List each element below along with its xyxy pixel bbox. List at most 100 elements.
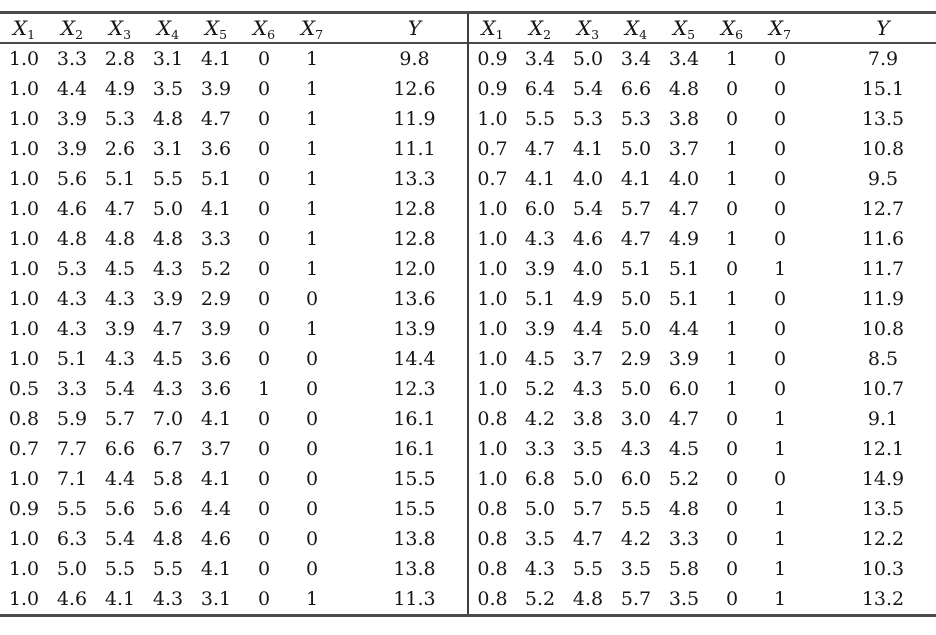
table-cell-right: 0 [725,78,739,100]
table-row: 0.5 3.3 5.4 4.3 3.6 1 0 12.3 1.0 5.2 4.3 5.0 6.0 1 0 10… [0,374,936,404]
table-cell-left: 1.0 [8,528,40,550]
table-cell-left: 1 [305,138,319,160]
table-cell-left: 3.9 [104,318,136,340]
table-cell-left: 0 [305,468,319,490]
table-cell-right: 0.9 [467,74,516,104]
table-cell-right: 0 [725,108,739,130]
table-cell-right: 0.8 [467,494,516,524]
table-cell-right: 5.3 [620,108,652,130]
table-cell-left: 3.3 [200,228,232,250]
table-cell-right: 1 [725,48,739,70]
table-row: 1.0 3.9 5.3 4.8 4.7 0 1 11.9 1.0 5.5 5.3 5.3 3.8 0 0 13… [0,104,936,134]
table-cell-right: 4.7 [620,228,652,250]
table-cell-left: 9.8 [399,48,430,70]
table-cell-left: 5.0 [56,558,88,580]
table-cell-left: 5.4 [104,378,136,400]
table-cell-left: 1.0 [8,258,40,280]
table-cell-right: 0 [725,438,739,460]
table-cell-left: 0 [305,348,319,370]
table-cell-right: 0 [773,198,787,220]
table-cell-left: 5.4 [104,528,136,550]
table-cell-right: 5.0 [572,468,604,490]
table-cell-right: 4.0 [572,168,604,190]
table-cell-left: 3.9 [200,78,232,100]
table-cell-left: 3.3 [56,48,88,70]
table-cell-right: 10.3 [861,558,905,580]
table-cell-right: 4.4 [668,318,700,340]
table-cell-left: 4.3 [152,378,184,400]
table-cell-right: 4.1 [572,138,604,160]
table-cell-right: 4.0 [668,168,700,190]
table-cell-right: 0 [773,78,787,100]
table-cell-left: 1.0 [8,138,40,160]
table-cell-right: 0 [773,108,787,130]
table-cell-left: 2.6 [104,138,136,160]
table-cell-left: 4.3 [104,348,136,370]
table-cell-left: 5.8 [152,468,184,490]
table-cell-right: 3.9 [524,258,556,280]
table-cell-left: 0 [257,108,271,130]
table-cell-right: 4.5 [668,438,700,460]
table-cell-left: 3.1 [152,48,184,70]
data-table: X1 X2 X3 X4 X5 X6 X7 Y X1 X2 X3 X4 X5 X6 X7 Y 1.0 3.3 2.8… [0,11,936,617]
table-cell-left: 5.1 [104,168,136,190]
column-header-x6-right: X6 [720,16,744,42]
column-header-x3-right: X3 [576,16,600,42]
table-cell-right: 0 [725,528,739,550]
table-cell-left: 4.4 [56,78,88,100]
table-cell-right: 4.7 [668,198,700,220]
table-cell-right: 3.0 [620,408,652,430]
table-cell-left: 3.1 [200,588,232,610]
table-body: 1.0 3.3 2.8 3.1 4.1 0 1 9.8 0.9 3.4 5.0 3.4 3.4 1 0 7.9… [0,43,936,616]
table-row: 1.0 6.3 5.4 4.8 4.6 0 0 13.8 0.8 3.5 4.7 4.2 3.3 0 1 12… [0,524,936,554]
table-cell-right: 12.7 [861,198,905,220]
table-cell-right: 3.8 [572,408,604,430]
table-cell-left: 4.3 [104,288,136,310]
table-cell-left: 1.0 [8,48,40,70]
table-cell-right: 5.4 [572,198,604,220]
table-cell-right: 0 [725,468,739,490]
table-cell-right: 3.7 [572,348,604,370]
table-cell-right: 5.0 [524,498,556,520]
table-cell-left: 7.7 [56,438,88,460]
table-cell-right: 3.3 [668,528,700,550]
table-cell-left: 3.6 [200,348,232,370]
table-cell-left: 4.4 [104,468,136,490]
table-row: 0.8 5.9 5.7 7.0 4.1 0 0 16.1 0.8 4.2 3.8 3.0 4.7 0 1 9.… [0,404,936,434]
table-row: 0.9 5.5 5.6 5.6 4.4 0 0 15.5 0.8 5.0 5.7 5.5 4.8 0 1 13… [0,494,936,524]
table-row: 1.0 4.3 4.3 3.9 2.9 0 0 13.6 1.0 5.1 4.9 5.0 5.1 1 0 11… [0,284,936,314]
table-cell-right: 0.7 [467,164,516,194]
table-cell-right: 0 [725,198,739,220]
table-cell-left: 0 [257,528,271,550]
table-cell-left: 6.3 [56,528,88,550]
table-cell-left: 5.6 [104,498,136,520]
table-cell-left: 4.4 [200,498,232,520]
table-cell-right: 5.4 [572,78,604,100]
table-cell-right: 1.0 [467,344,516,374]
table-cell-right: 15.1 [861,78,905,100]
table-cell-left: 1 [305,108,319,130]
table-cell-right: 5.5 [524,108,556,130]
table-cell-right: 1.0 [467,374,516,404]
table-cell-left: 5.1 [56,348,88,370]
table-cell-left: 11.3 [393,588,436,610]
table-cell-left: 15.5 [393,468,436,490]
table-cell-left: 1 [305,588,319,610]
table-cell-right: 5.0 [620,288,652,310]
table-cell-left: 4.7 [200,108,232,130]
table-cell-right: 1 [725,138,739,160]
table-cell-right: 3.4 [668,48,700,70]
table-cell-left: 4.8 [56,228,88,250]
table-cell-left: 1 [305,78,319,100]
table-cell-left: 4.1 [200,558,232,580]
table-cell-left: 3.9 [200,318,232,340]
table-row: 1.0 5.3 4.5 4.3 5.2 0 1 12.0 1.0 3.9 4.0 5.1 5.1 0 1 11… [0,254,936,284]
table-cell-left: 3.9 [56,108,88,130]
table-cell-right: 4.8 [668,498,700,520]
table-cell-left: 16.1 [393,408,436,430]
table-cell-left: 1.0 [8,108,40,130]
table-cell-left: 13.6 [393,288,436,310]
table-cell-left: 0 [257,138,271,160]
table-cell-right: 4.5 [524,348,556,370]
table-cell-left: 1.0 [8,588,40,610]
